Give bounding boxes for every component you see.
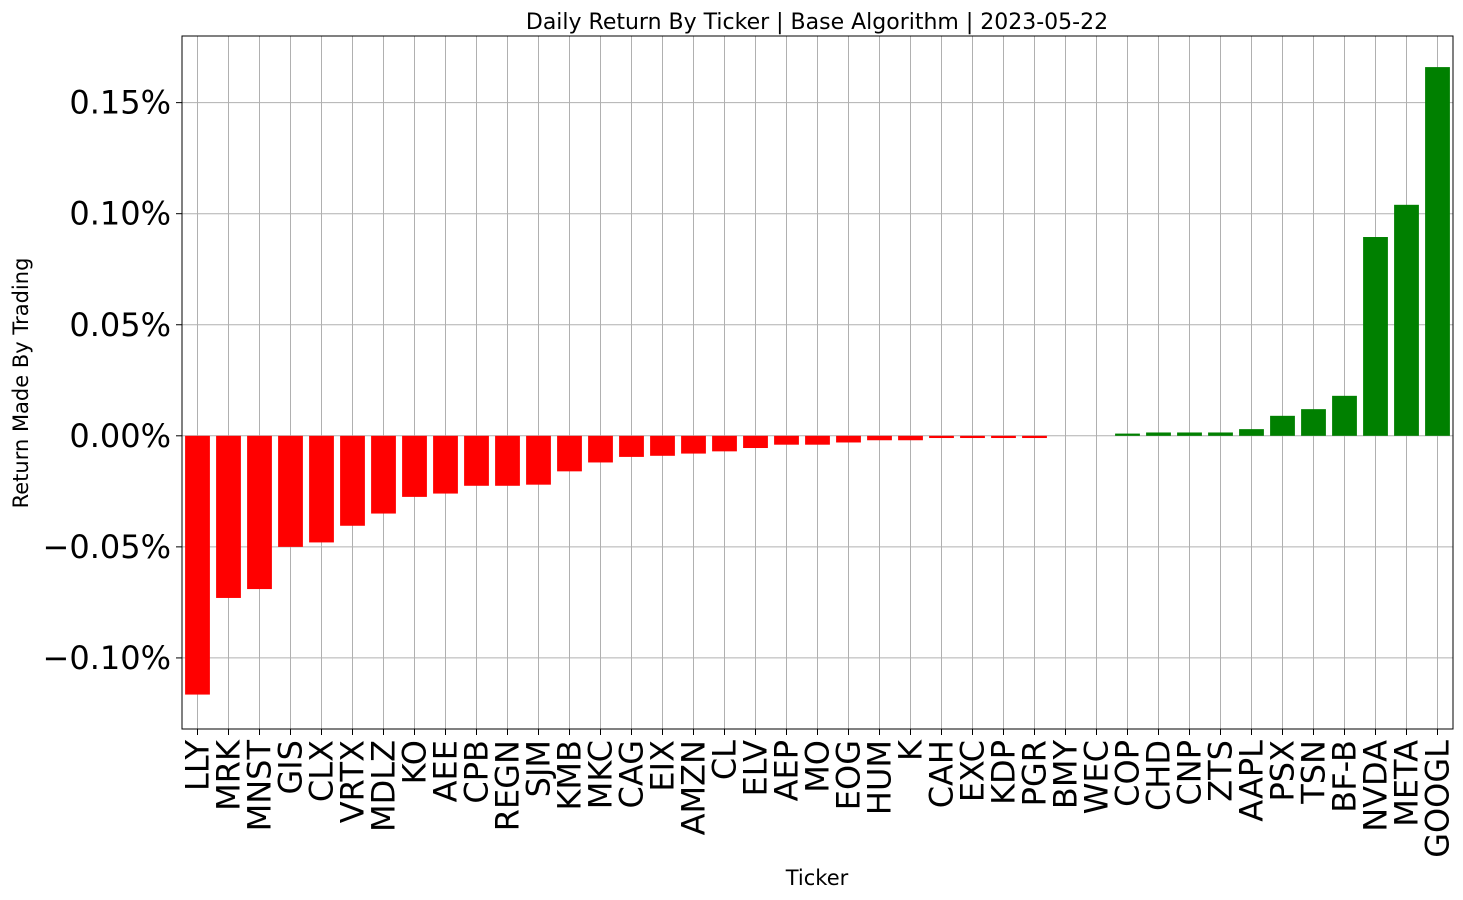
x-tick-label-mo: MO — [799, 740, 837, 793]
y-axis-ticks: −0.10% −0.05% 0.00% 0.05% 0.10% 0.15% — [43, 84, 182, 677]
bar-zts — [1208, 432, 1233, 436]
x-tick-label-chd: CHD — [1140, 740, 1178, 811]
x-axis-ticks: LLYMRKMNSTGISCLXVRTXMDLZKOAEECPBREGNSJMK… — [179, 729, 1457, 858]
x-tick-label-cah: CAH — [923, 740, 961, 808]
bar-hum — [867, 435, 892, 441]
bar-mdlz — [371, 435, 396, 514]
x-tick-label-mrk: MRK — [210, 739, 248, 811]
x-tick-label-regn: REGN — [489, 740, 527, 831]
x-tick-label-eog: EOG — [830, 740, 868, 810]
x-tick-label-wec: WEC — [1078, 740, 1116, 814]
bar-ko — [402, 435, 427, 497]
x-tick-label-aee: AEE — [427, 740, 465, 802]
bar-mo — [805, 435, 830, 445]
x-tick-label-sjm: SJM — [520, 740, 558, 797]
x-tick-label-eix: EIX — [644, 740, 682, 792]
bar-bf-b — [1332, 395, 1357, 436]
bar-kmb — [557, 435, 582, 472]
x-tick-label-zts: ZTS — [1202, 740, 1240, 802]
bar-cpb — [464, 435, 489, 486]
x-axis-label: Ticker — [785, 866, 849, 890]
x-tick-label-cag: CAG — [613, 740, 651, 808]
bar-vrtx — [340, 435, 365, 526]
bar-cag — [619, 435, 644, 457]
x-tick-label-mnst: MNST — [241, 740, 279, 832]
bar-mkc — [588, 435, 613, 463]
x-tick-label-cop: COP — [1109, 740, 1147, 807]
bar-aep — [774, 435, 799, 445]
bar-psx — [1270, 415, 1295, 436]
x-tick-label-clx: CLX — [303, 740, 341, 802]
x-tick-label-aapl: AAPL — [1233, 740, 1271, 822]
x-tick-label-kmb: KMB — [551, 740, 589, 811]
bar-googl — [1425, 67, 1450, 436]
x-tick-label-exc: EXC — [954, 740, 992, 802]
bar-chd — [1146, 432, 1171, 436]
x-tick-label-hum: HUM — [861, 740, 899, 815]
x-tick-label-k: K — [892, 739, 930, 761]
bar-aee — [433, 435, 458, 494]
y-axis-label: Return Made By Trading — [9, 258, 33, 509]
bar-lly — [185, 435, 210, 695]
bar-meta — [1394, 204, 1419, 436]
x-tick-label-aep: AEP — [768, 740, 806, 801]
bar-eix — [650, 435, 675, 456]
bar-cnp — [1177, 432, 1202, 436]
x-tick-label-elv: ELV — [737, 740, 775, 797]
bar-cl — [712, 435, 737, 452]
x-tick-label-cnp: CNP — [1171, 740, 1209, 806]
x-tick-label-cl: CL — [706, 740, 744, 780]
bar-cah — [929, 435, 954, 439]
x-tick-label-kdp: KDP — [985, 740, 1023, 805]
bar-k — [898, 435, 923, 441]
bar-regn — [495, 435, 520, 486]
x-tick-label-vrtx: VRTX — [334, 740, 372, 823]
x-tick-label-amzn: AMZN — [675, 740, 713, 835]
y-tick-label: 0.00% — [69, 417, 171, 455]
chart-title: Daily Return By Ticker | Base Algorithm … — [526, 10, 1108, 35]
bar-tsn — [1301, 409, 1326, 436]
x-tick-label-meta: META — [1388, 740, 1426, 827]
x-tick-label-nvda: NVDA — [1357, 740, 1395, 832]
x-tick-label-mdlz: MDLZ — [365, 740, 403, 832]
x-tick-label-mkc: MKC — [582, 740, 620, 809]
y-tick-label: 0.15% — [69, 84, 171, 122]
x-tick-label-bf-b: BF-B — [1326, 740, 1364, 813]
bar-amzn — [681, 435, 706, 454]
bar-gis — [278, 435, 303, 547]
bar-exc — [960, 435, 985, 439]
bar-mnst — [247, 435, 272, 590]
x-tick-label-googl: GOOGL — [1419, 740, 1457, 858]
x-tick-label-psx: PSX — [1264, 740, 1302, 802]
x-tick-label-bmy: BMY — [1047, 740, 1085, 810]
grid-lines — [182, 36, 1453, 729]
x-tick-label-cpb: CPB — [458, 740, 496, 804]
bar-nvda — [1363, 237, 1388, 436]
bar-sjm — [526, 435, 551, 485]
y-tick-label: −0.10% — [43, 639, 171, 677]
x-tick-label-ko: KO — [396, 740, 434, 784]
y-tick-label: 0.10% — [69, 195, 171, 233]
x-tick-label-lly: LLY — [179, 740, 217, 791]
y-tick-label: 0.05% — [69, 306, 171, 344]
bar-mrk — [216, 435, 241, 598]
bars — [185, 67, 1450, 695]
bar-aapl — [1239, 429, 1264, 436]
bar-clx — [309, 435, 334, 543]
x-tick-label-tsn: TSN — [1295, 740, 1333, 805]
bar-cop — [1115, 433, 1140, 436]
x-tick-label-gis: GIS — [272, 740, 310, 795]
bar-kdp — [991, 435, 1016, 439]
bar-pgr — [1022, 435, 1047, 439]
y-tick-label: −0.05% — [43, 528, 171, 566]
bar-eog — [836, 435, 861, 443]
x-tick-label-pgr: PGR — [1016, 740, 1054, 806]
bar-elv — [743, 435, 768, 449]
